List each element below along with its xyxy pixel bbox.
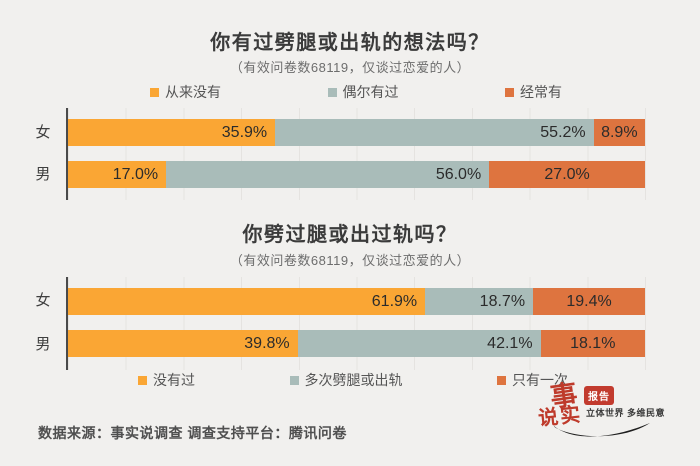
bar-segment: 17.0% <box>68 161 167 188</box>
legend-item: 只有一次 <box>497 372 568 388</box>
bar-segment: 27.0% <box>489 161 645 188</box>
brush-stroke-icon <box>554 423 650 437</box>
bar-segment: 56.0% <box>166 161 490 188</box>
logo-tagline: 立体世界 多维民意 <box>586 408 666 418</box>
legend-item: 没有过 <box>138 372 195 388</box>
chart-1-plot-area: 35.9% 55.2% 8.9% 17.0% 56.0% 27.0% <box>66 108 647 200</box>
legend-label: 偶尔有过 <box>342 84 399 100</box>
bar-segment: 55.2% <box>275 119 594 146</box>
legend-item: 多次劈腿或出轨 <box>289 372 403 388</box>
bar-value-label: 18.1% <box>570 334 616 352</box>
logo-report-badge: 报告 <box>584 386 614 405</box>
bar-value-label: 18.7% <box>479 292 526 310</box>
legend-label: 从来没有 <box>165 84 221 100</box>
legend-label: 只有一次 <box>512 372 568 388</box>
chart-2-legend: 没有过 多次劈腿或出轨 只有一次 <box>138 372 568 388</box>
category-label-male: 男 <box>35 336 51 353</box>
bar-segment: 39.8% <box>68 330 298 357</box>
bar-value-label: 27.0% <box>544 165 590 183</box>
red-swatch-icon <box>497 375 506 385</box>
orange-swatch-icon <box>150 87 159 97</box>
bar-segment: 18.7% <box>425 288 534 315</box>
legend-item: 经常有 <box>505 84 562 100</box>
bar-value-label: 56.0% <box>435 165 482 183</box>
bar-value-label: 39.8% <box>244 334 290 352</box>
bar-segment: 61.9% <box>68 288 426 315</box>
legend-item: 偶尔有过 <box>327 84 399 100</box>
category-label-male: 男 <box>35 166 51 183</box>
category-label-female: 女 <box>35 124 51 141</box>
legend-label: 经常有 <box>520 84 562 100</box>
chart-2-subtitle: （有效问卷数68119，仅谈过恋爱的人） <box>229 253 471 268</box>
chart-2-title: 你劈过腿或出过轨吗？ <box>242 224 458 246</box>
chart-2-plot-area: 61.9% 18.7% 19.4% 39.8% 42.1% 18.1% <box>66 277 647 370</box>
bar-row-男: 17.0% 56.0% 27.0% <box>68 161 645 188</box>
bar-value-label: 8.9% <box>601 123 638 141</box>
bar-segment: 42.1% <box>297 330 541 357</box>
bar-value-label: 61.9% <box>371 292 418 310</box>
bar-row-女: 61.9% 18.7% 19.4% <box>68 288 645 315</box>
bar-value-label: 35.9% <box>221 123 268 141</box>
chart-1-title: 你有过劈腿或出轨的想法吗？ <box>210 32 490 54</box>
category-label-female: 女 <box>35 292 51 309</box>
bar-value-label: 17.0% <box>112 165 159 183</box>
bar-segment: 35.9% <box>68 119 276 146</box>
gray-swatch-icon <box>327 87 337 97</box>
bar-segment: 8.9% <box>593 119 645 146</box>
bar-value-label: 42.1% <box>487 334 533 352</box>
chart-1-subtitle: （有效问卷数68119，仅谈过恋爱的人） <box>229 60 471 75</box>
bar-value-label: 55.2% <box>540 123 586 141</box>
legend-label: 多次劈腿或出轨 <box>304 372 403 388</box>
orange-swatch-icon <box>138 375 147 385</box>
bar-segment: 19.4% <box>533 288 645 315</box>
chart-1-legend: 从来没有 偶尔有过 经常有 <box>150 84 562 100</box>
gray-swatch-icon <box>289 375 299 385</box>
bar-row-男: 39.8% 42.1% 18.1% <box>68 330 645 357</box>
legend-item: 从来没有 <box>150 84 221 100</box>
bar-value-label: 19.4% <box>566 292 612 310</box>
data-source-text: 数据来源：事实说调查 调查支持平台：腾讯问卷 <box>38 425 347 441</box>
bar-row-女: 35.9% 55.2% 8.9% <box>68 119 645 146</box>
legend-label: 没有过 <box>153 372 195 388</box>
bar-segment: 18.1% <box>540 330 645 357</box>
red-swatch-icon <box>505 87 514 97</box>
brand-logo: 事 说实 报告 立体世界 多维民意 <box>537 378 688 458</box>
